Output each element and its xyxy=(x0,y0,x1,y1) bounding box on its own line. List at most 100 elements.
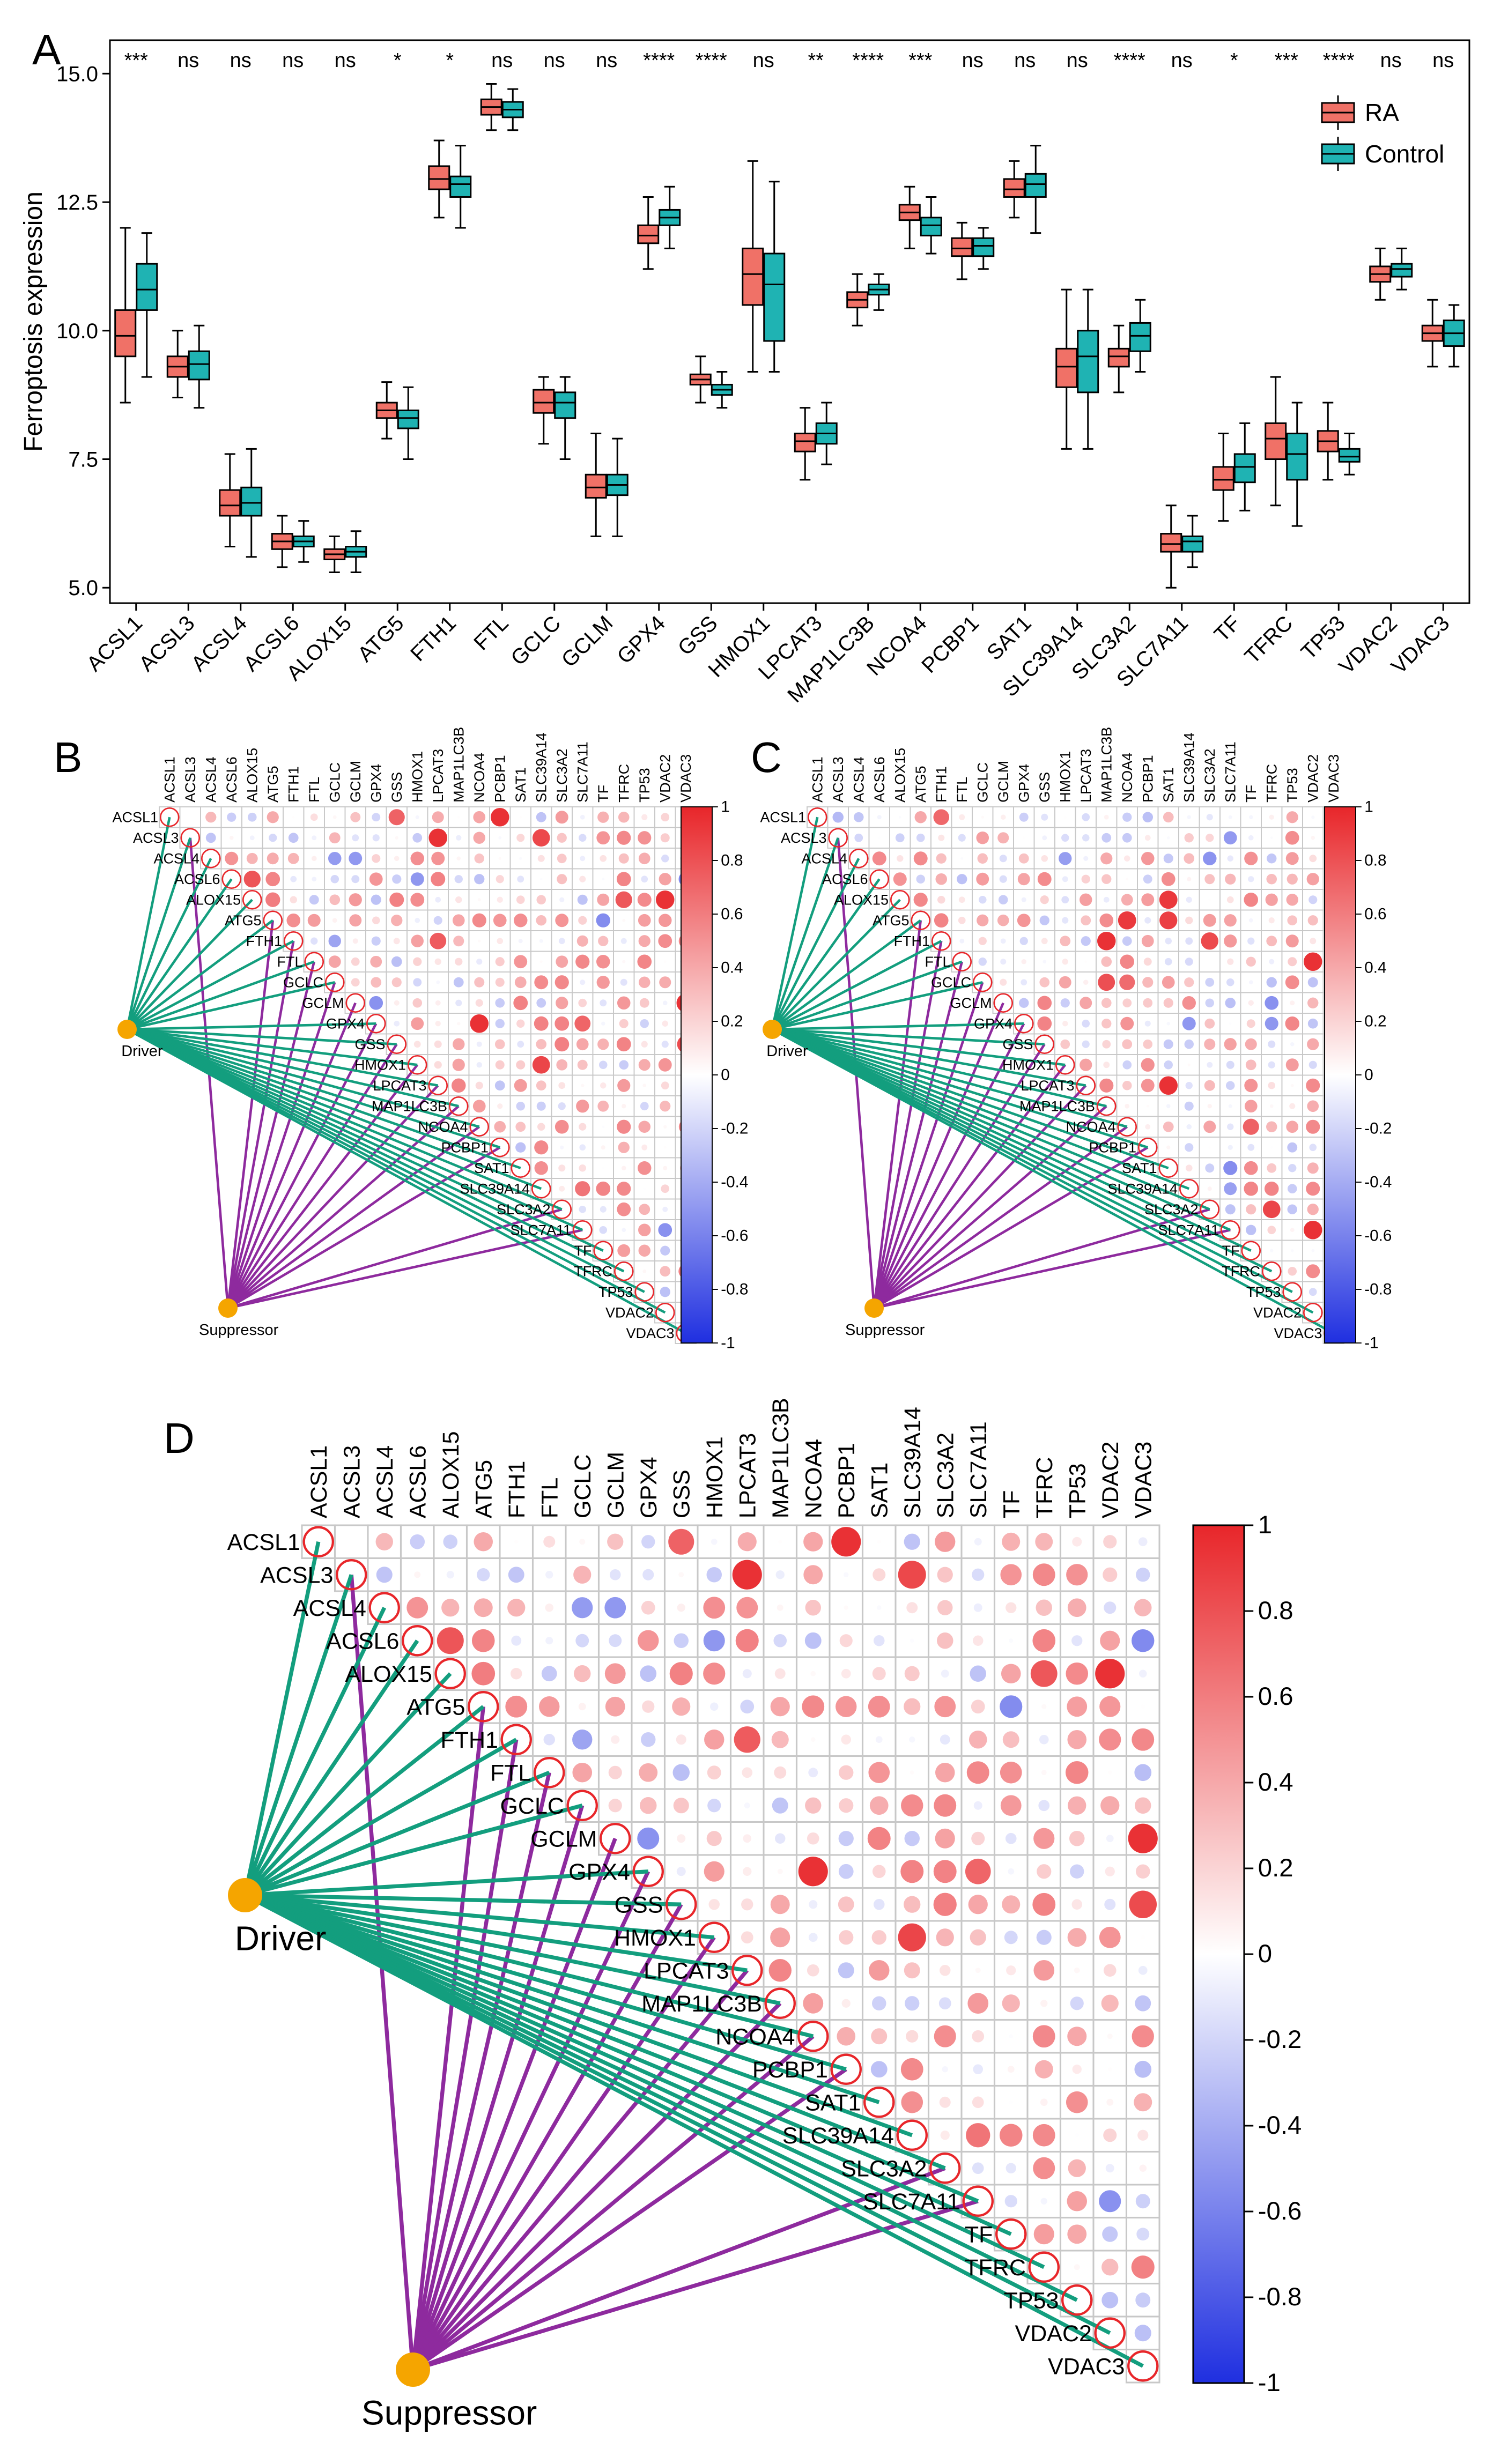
corr-dot xyxy=(622,1228,626,1233)
box-ra-ftl xyxy=(480,83,502,131)
significance-label: *** xyxy=(124,49,149,72)
corr-dot xyxy=(537,1123,545,1131)
significance-label: ns xyxy=(753,49,774,72)
corr-dot xyxy=(349,914,362,927)
corr-dot xyxy=(1039,915,1049,925)
corr-dot xyxy=(1034,2060,1053,2079)
driver-edge-map1lc3b xyxy=(127,1028,459,1108)
corr-dot xyxy=(1138,1537,1148,1547)
box-ra-gss xyxy=(689,355,712,404)
corr-dot xyxy=(473,811,486,823)
corr-dot xyxy=(1042,835,1047,841)
corr-dot xyxy=(933,809,950,826)
column-label-fth1: FTH1 xyxy=(504,1461,530,1519)
corr-dot xyxy=(660,1101,671,1112)
row-label-slc39a14: SLC39A14 xyxy=(460,1181,530,1197)
box-ra-slc39a14 xyxy=(1055,288,1078,450)
corr-dot xyxy=(435,1000,441,1006)
corr-dot xyxy=(352,834,359,842)
row-label-tf: TF xyxy=(1222,1243,1240,1259)
driver-edge-gss xyxy=(772,1028,1045,1046)
corr-dot xyxy=(1074,2264,1080,2270)
box-body xyxy=(794,433,816,452)
box-body xyxy=(742,247,764,306)
corr-dot xyxy=(617,1244,631,1257)
corr-dot xyxy=(1244,1100,1258,1113)
corr-dot xyxy=(476,1041,482,1047)
diag-circle-acsl4 xyxy=(368,1592,400,1623)
corr-dot xyxy=(661,1184,670,1193)
corr-dot xyxy=(1101,874,1112,884)
corr-dot xyxy=(391,956,402,967)
driver-edge-gpx4 xyxy=(127,1022,376,1031)
row-label-acsl6: ACSL6 xyxy=(326,1628,399,1654)
corr-dot xyxy=(600,1082,607,1089)
driver-edge-ncoa4 xyxy=(772,1028,1128,1128)
colorbar-tick-label: -0.8 xyxy=(1258,2283,1302,2311)
corr-dot xyxy=(622,918,626,922)
driver-edge-acsl6 xyxy=(126,878,233,1030)
row-label-tp53: TP53 xyxy=(1246,1284,1281,1300)
corr-dot xyxy=(1061,834,1069,842)
corr-dot xyxy=(808,1933,818,1942)
corr-dot xyxy=(1017,914,1031,927)
driver-edge-pcbp1 xyxy=(772,1028,1148,1149)
corr-dot xyxy=(1307,1018,1318,1029)
corr-dot xyxy=(536,998,546,1008)
row-label-slc3a2: SLC3A2 xyxy=(841,2156,927,2181)
corr-dot xyxy=(999,2124,1023,2147)
corr-dot xyxy=(505,1695,528,1718)
driver-edge-fth1 xyxy=(126,940,294,1031)
corr-dot xyxy=(1106,2098,1114,2106)
corr-dot xyxy=(1021,959,1026,964)
column-label-fth1: FTH1 xyxy=(286,766,302,803)
corr-dot xyxy=(1244,1181,1259,1196)
corr-dot xyxy=(518,939,523,944)
corr-dot xyxy=(609,1569,621,1580)
column-label-lpcat3: LPCAT3 xyxy=(1078,749,1094,803)
corr-dot xyxy=(1135,2292,1151,2308)
corr-dot xyxy=(496,875,504,884)
corr-dot xyxy=(1101,2259,1119,2276)
driver-edge-acsl6 xyxy=(771,878,881,1030)
corr-dot xyxy=(1067,1928,1086,1947)
corr-dot xyxy=(893,872,907,886)
corr-dot xyxy=(1099,2190,1121,2213)
box-control-atg5 xyxy=(397,386,419,461)
corr-dot xyxy=(973,1603,982,1612)
diag-circle-pcbp1 xyxy=(1137,1137,1158,1157)
column-label-slc7a11: SLC7A11 xyxy=(575,741,591,803)
corr-dot xyxy=(1083,979,1089,985)
corr-dot xyxy=(456,835,462,841)
diag-circle-atg5 xyxy=(468,1691,499,1723)
suppressor-edge-gss xyxy=(873,1043,1046,1309)
column-label-gss: GSS xyxy=(669,1470,694,1518)
corr-dot xyxy=(971,1831,985,1845)
corr-dot xyxy=(966,1761,989,1784)
corr-dot xyxy=(507,1599,526,1617)
corr-dot xyxy=(1100,1796,1120,1815)
corr-dot xyxy=(513,996,528,1011)
corr-dot xyxy=(1108,1770,1112,1775)
corr-dot xyxy=(1267,1226,1276,1235)
corr-dot xyxy=(1067,2191,1088,2211)
corr-dot xyxy=(391,977,402,988)
driver-edge-tp53 xyxy=(126,1028,645,1293)
x-tick-label-vdac3: VDAC3 xyxy=(1387,611,1454,678)
corr-dot xyxy=(435,896,441,903)
driver-edge-gss xyxy=(127,1028,397,1046)
corr-dot xyxy=(539,1696,560,1717)
corr-dot xyxy=(1141,1079,1155,1093)
corr-dot xyxy=(1131,2255,1155,2279)
column-label-tf: TF xyxy=(999,1490,1024,1519)
corr-dot xyxy=(708,1899,720,1910)
corr-dot xyxy=(575,954,590,969)
corr-cell xyxy=(631,1557,666,1592)
box-control-gpx4 xyxy=(659,185,681,249)
diag-circle-atg5 xyxy=(263,910,283,931)
box-body xyxy=(219,489,241,517)
corr-dot xyxy=(1134,2093,1152,2112)
column-label-acsl6: ACSL6 xyxy=(871,756,888,803)
column-label-acsl1: ACSL1 xyxy=(162,756,178,803)
box-control-lpcat3 xyxy=(815,402,838,465)
